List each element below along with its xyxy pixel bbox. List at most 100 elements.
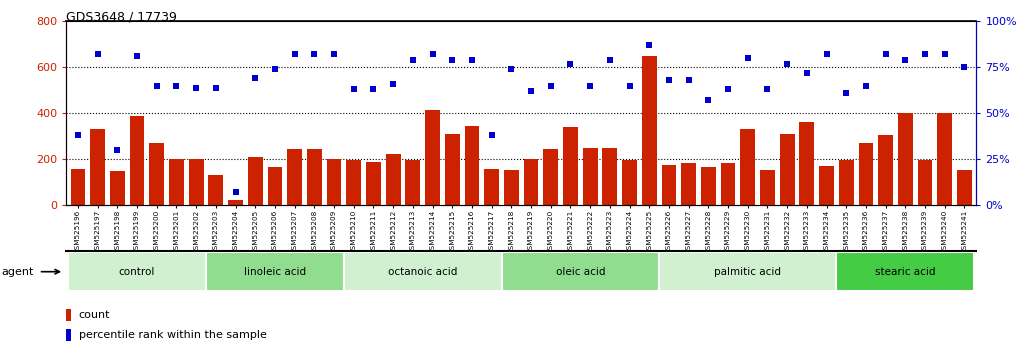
Point xyxy=(385,81,402,87)
Bar xyxy=(917,160,933,205)
Bar xyxy=(366,161,380,205)
Point xyxy=(266,66,283,72)
Bar xyxy=(385,154,401,205)
Point xyxy=(287,52,303,57)
Bar xyxy=(129,115,144,205)
Point xyxy=(405,57,421,63)
Point xyxy=(70,132,86,138)
Point xyxy=(207,85,224,90)
Bar xyxy=(91,130,105,205)
Text: linoleic acid: linoleic acid xyxy=(244,267,306,277)
Point xyxy=(109,147,125,153)
Bar xyxy=(681,163,696,205)
Bar xyxy=(820,166,834,205)
Point xyxy=(543,83,559,88)
Bar xyxy=(267,167,283,205)
Bar xyxy=(799,122,815,205)
Point xyxy=(523,88,539,94)
Point xyxy=(346,86,362,92)
Bar xyxy=(66,329,71,341)
Text: stearic acid: stearic acid xyxy=(876,267,936,277)
Point xyxy=(562,61,579,67)
Bar xyxy=(425,110,440,205)
Bar xyxy=(760,170,775,205)
Bar xyxy=(110,171,125,205)
Point xyxy=(444,57,461,63)
Bar xyxy=(248,157,262,205)
Point xyxy=(739,55,756,61)
Bar xyxy=(169,159,184,205)
Point xyxy=(798,70,815,76)
FancyBboxPatch shape xyxy=(344,252,501,291)
Point xyxy=(228,190,244,195)
Point xyxy=(760,86,776,92)
Bar xyxy=(543,149,558,205)
Bar xyxy=(740,130,756,205)
Point xyxy=(720,86,736,92)
Point xyxy=(582,83,598,88)
Bar xyxy=(602,148,617,205)
Bar xyxy=(444,134,460,205)
Bar xyxy=(406,160,420,205)
Point xyxy=(89,52,106,57)
Point xyxy=(424,52,440,57)
Bar xyxy=(307,149,321,205)
Bar xyxy=(465,126,479,205)
Point xyxy=(937,52,953,57)
Bar xyxy=(149,143,164,205)
Text: agent: agent xyxy=(1,267,34,277)
Bar xyxy=(563,127,578,205)
Point xyxy=(325,52,342,57)
Point xyxy=(779,61,795,67)
Bar xyxy=(780,134,794,205)
Bar xyxy=(839,160,853,205)
Point xyxy=(819,52,835,57)
Bar xyxy=(957,170,972,205)
Bar xyxy=(898,113,913,205)
Point xyxy=(641,42,657,48)
Bar xyxy=(622,160,637,205)
Bar xyxy=(524,159,538,205)
Point xyxy=(148,83,165,88)
Text: count: count xyxy=(79,310,110,320)
Bar xyxy=(642,56,657,205)
Point xyxy=(917,52,934,57)
Text: GDS3648 / 17739: GDS3648 / 17739 xyxy=(66,11,177,24)
Bar xyxy=(701,167,716,205)
FancyBboxPatch shape xyxy=(68,252,206,291)
Text: palmitic acid: palmitic acid xyxy=(714,267,781,277)
Point xyxy=(621,83,638,88)
Point xyxy=(247,75,263,81)
Point xyxy=(464,57,480,63)
Point xyxy=(483,132,499,138)
Point xyxy=(838,90,854,96)
Text: control: control xyxy=(119,267,156,277)
Point xyxy=(168,83,184,88)
Bar xyxy=(662,165,676,205)
Point xyxy=(858,83,875,88)
Bar xyxy=(208,175,223,205)
Bar xyxy=(189,159,203,205)
FancyBboxPatch shape xyxy=(206,252,344,291)
Point xyxy=(661,77,677,83)
Point xyxy=(956,64,972,70)
Text: oleic acid: oleic acid xyxy=(555,267,605,277)
Bar xyxy=(228,200,243,205)
Point xyxy=(306,52,322,57)
Point xyxy=(129,53,145,59)
Bar xyxy=(938,113,952,205)
Point xyxy=(365,86,381,92)
Text: percentile rank within the sample: percentile rank within the sample xyxy=(79,330,266,339)
Bar xyxy=(504,170,519,205)
Point xyxy=(503,66,520,72)
Point xyxy=(897,57,913,63)
Bar xyxy=(287,149,302,205)
Bar xyxy=(721,163,735,205)
Point xyxy=(602,57,618,63)
Bar xyxy=(484,169,499,205)
FancyBboxPatch shape xyxy=(501,252,659,291)
Point xyxy=(680,77,697,83)
Point xyxy=(701,98,717,103)
FancyBboxPatch shape xyxy=(836,252,974,291)
FancyBboxPatch shape xyxy=(659,252,836,291)
